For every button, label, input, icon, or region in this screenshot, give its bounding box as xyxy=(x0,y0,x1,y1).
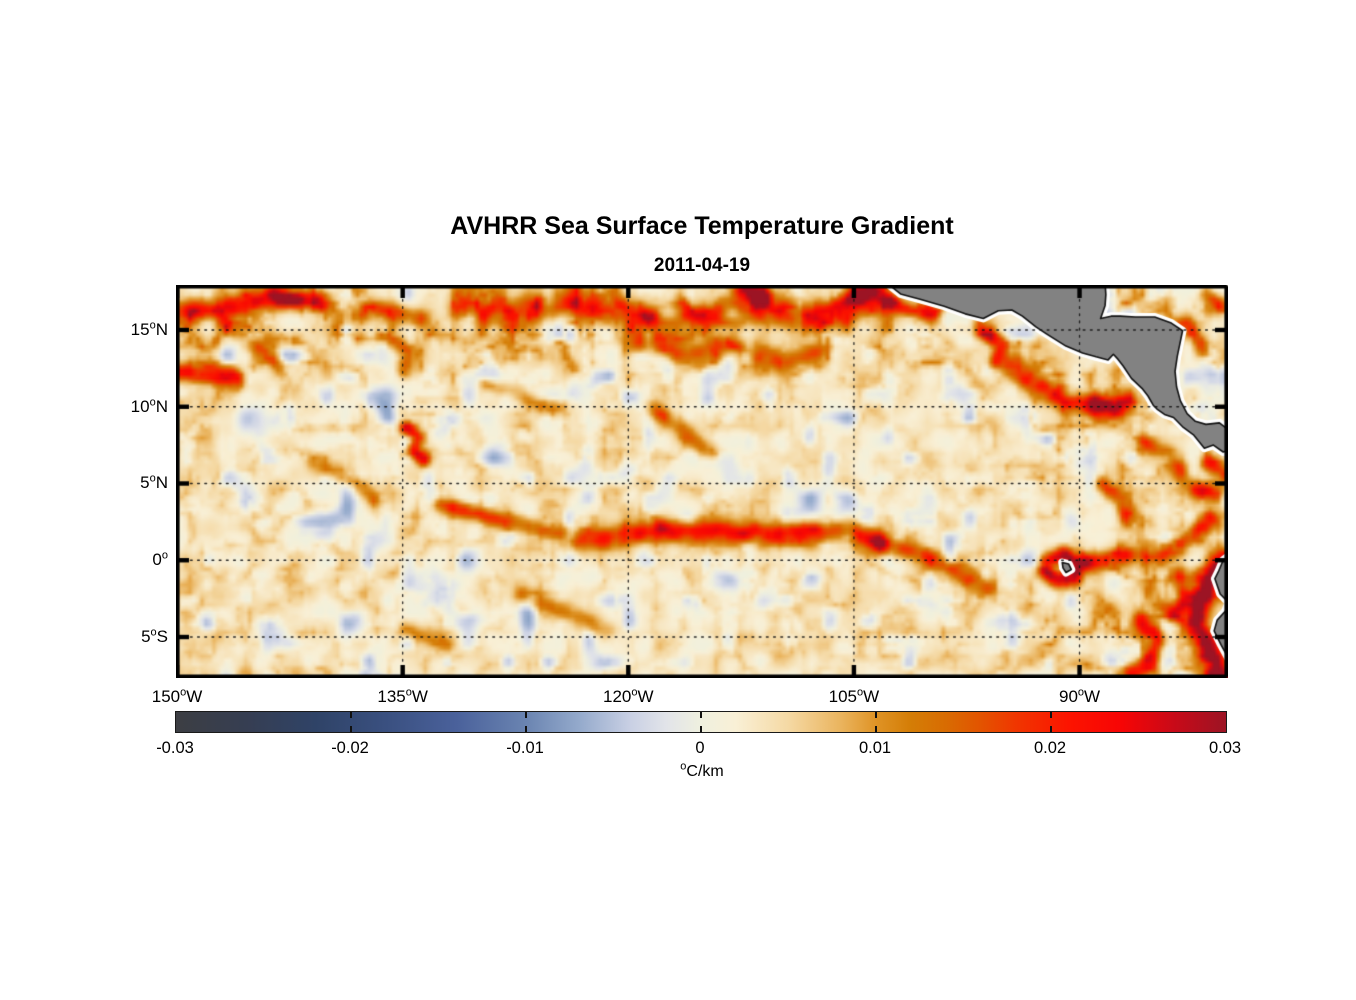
colorbar-tick xyxy=(350,726,352,732)
colorbar-tick xyxy=(1050,726,1052,732)
y-axis-tick-label: 0o xyxy=(152,549,168,570)
colorbar-tick-label: -0.01 xyxy=(506,739,544,757)
plot-title: AVHRR Sea Surface Temperature Gradient xyxy=(450,212,954,240)
y-axis-tick-label: 10oN xyxy=(130,396,168,416)
colorbar xyxy=(175,711,1227,733)
colorbar-tick-label: 0.03 xyxy=(1208,739,1242,757)
colorbar-tick xyxy=(700,712,702,718)
x-axis-tick-label: 90oW xyxy=(1058,686,1101,706)
x-axis-tick-label: 135oW xyxy=(377,686,428,706)
colorbar-tick xyxy=(525,712,527,718)
colorbar-tick xyxy=(700,726,702,732)
plot-date-subtitle: 2011-04-19 xyxy=(653,255,751,276)
colorbar-tick xyxy=(875,726,877,732)
x-axis-tick-label: 105oW xyxy=(828,686,880,706)
colorbar-tick-label: 0 xyxy=(695,739,705,757)
colorbar-tick-label: -0.03 xyxy=(156,739,194,757)
colorbar-tick xyxy=(875,712,877,718)
colorbar-tick-label: 0.02 xyxy=(1033,739,1067,757)
colorbar-tick xyxy=(1050,712,1052,718)
colorbar-units-label: oC/km xyxy=(680,760,724,780)
x-axis-tick-label: 120oW xyxy=(603,686,654,706)
colorbar-tick xyxy=(350,712,352,718)
colorbar-tick xyxy=(525,726,527,732)
colorbar-tick-label: 0.01 xyxy=(858,739,892,757)
y-axis-tick-label: 5oS xyxy=(141,626,168,646)
x-axis-tick-label: 150oW xyxy=(151,686,203,706)
map-axes xyxy=(176,285,1228,678)
colorbar-tick-label: -0.02 xyxy=(331,739,369,757)
y-axis-tick-label: 15oN xyxy=(130,319,168,339)
y-axis-tick-label: 5oN xyxy=(140,472,168,493)
sst-gradient-map-canvas xyxy=(176,285,1228,678)
